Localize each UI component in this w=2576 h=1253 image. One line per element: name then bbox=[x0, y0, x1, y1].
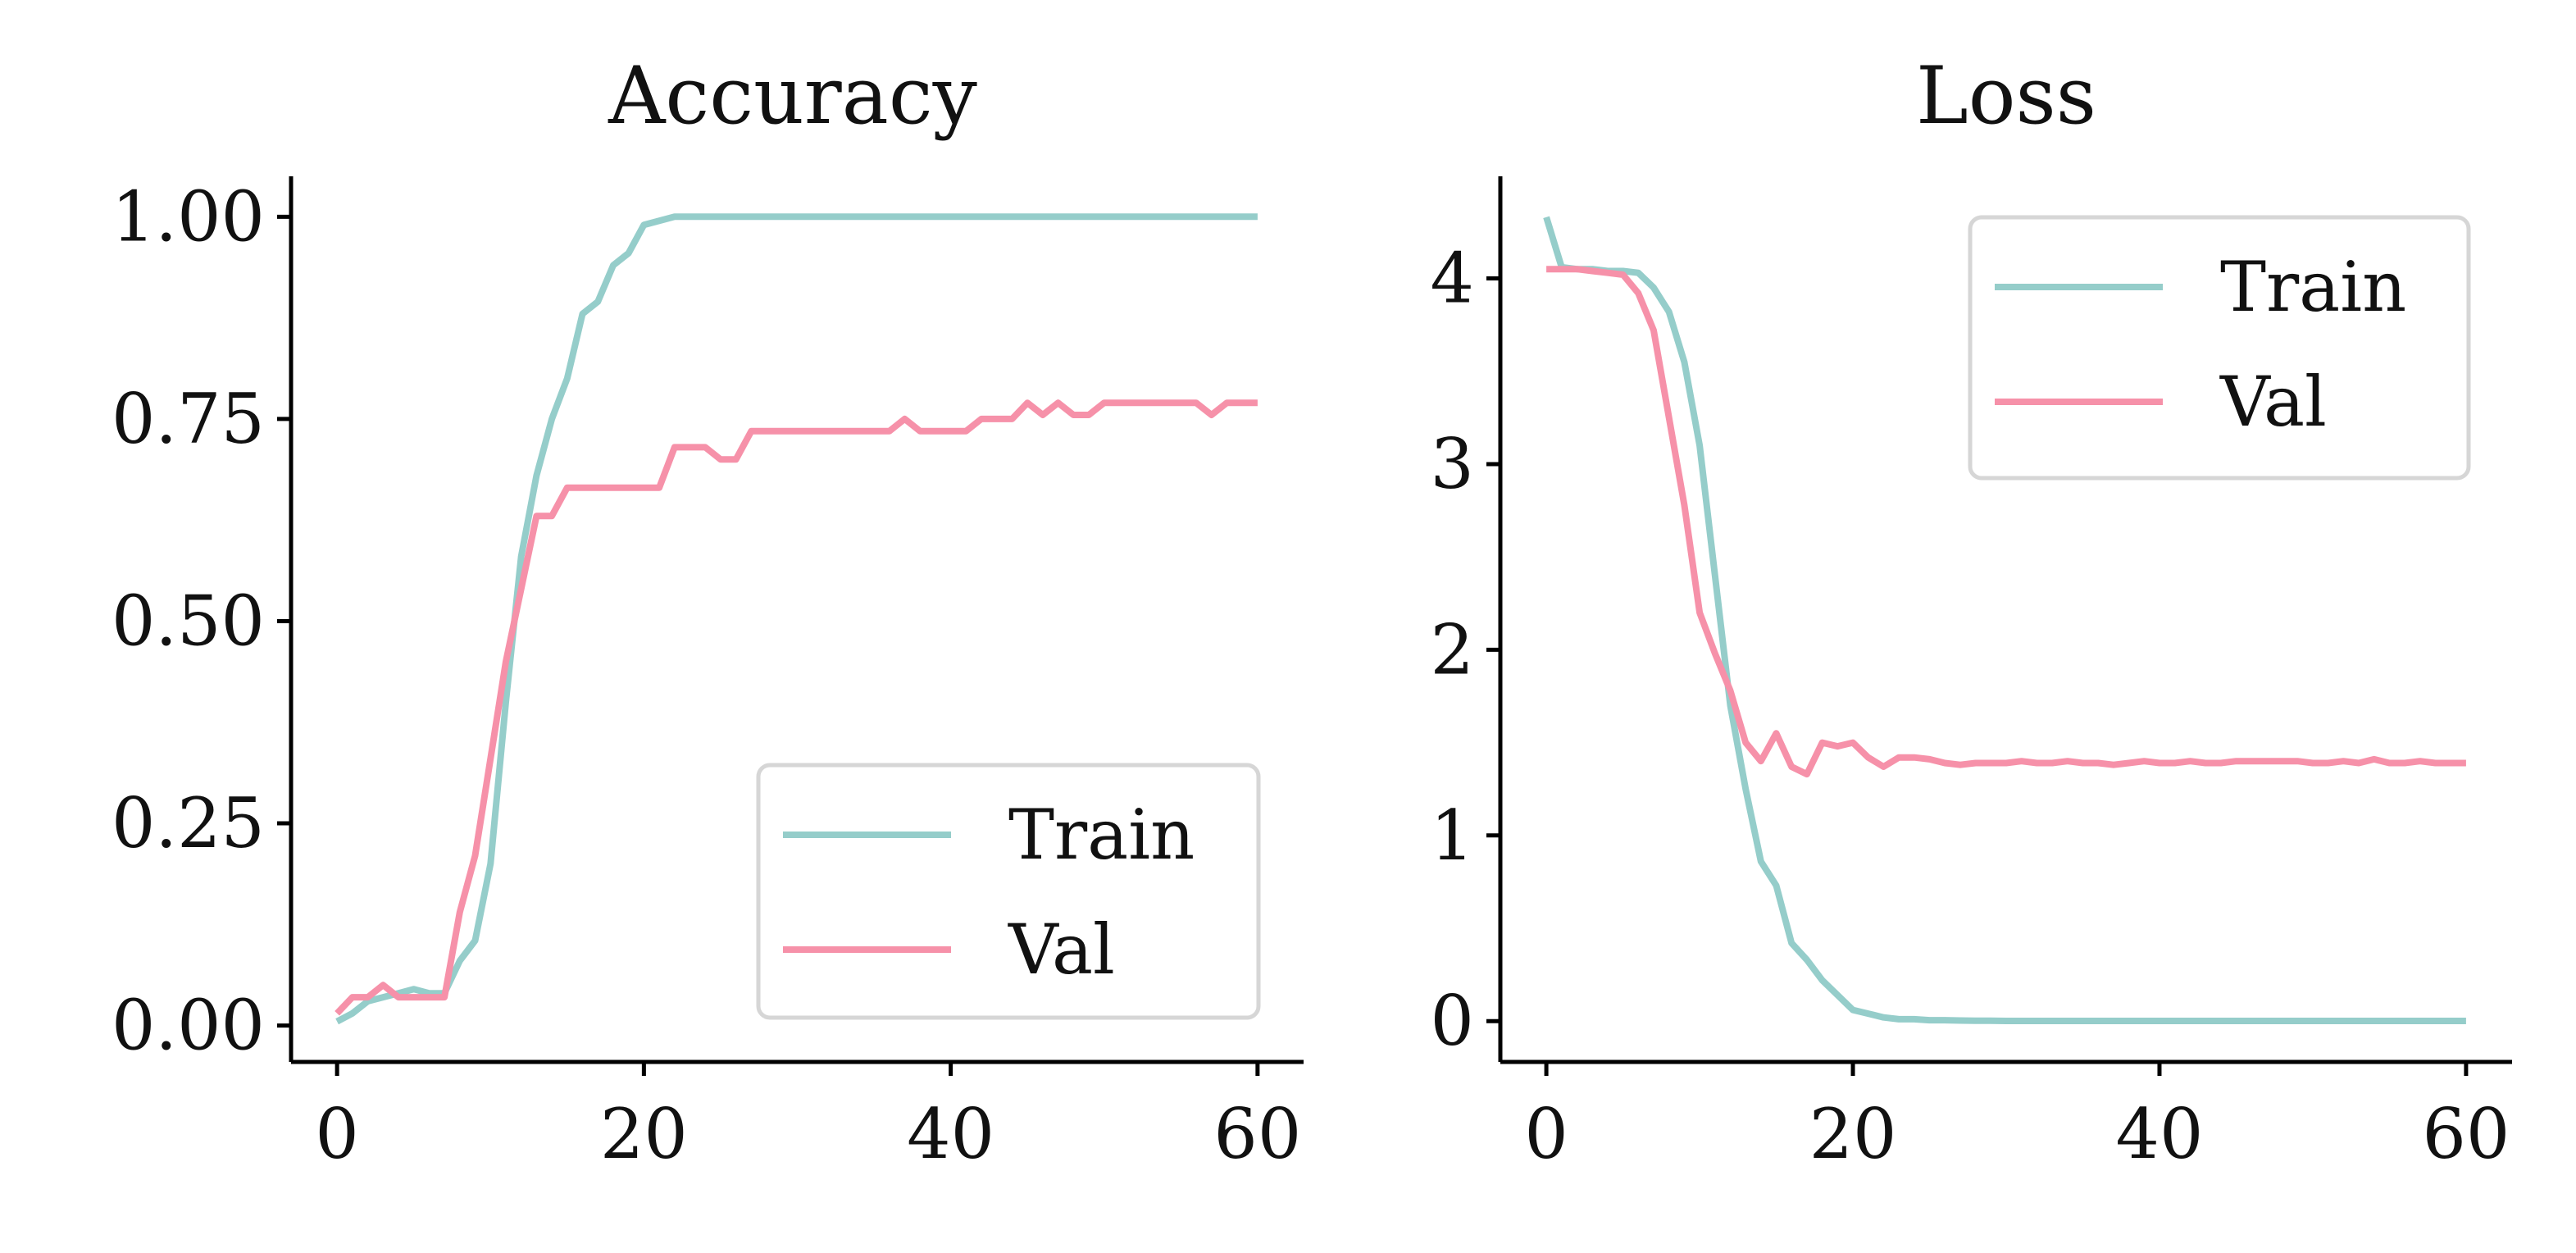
y-tick-label: 0.25 bbox=[112, 783, 265, 863]
x-tick-label: 60 bbox=[1213, 1094, 1301, 1174]
chart-title: Accuracy bbox=[608, 50, 977, 142]
y-tick-label: 0.75 bbox=[112, 379, 265, 459]
series-line-val bbox=[335, 399, 1258, 1016]
legend: Train Val bbox=[756, 763, 1261, 1020]
y-tick-label: 2 bbox=[1431, 609, 1474, 690]
y-tick-label: 0.50 bbox=[112, 581, 265, 661]
legend: Train Val bbox=[1968, 215, 2471, 481]
legend-label-val: Val bbox=[2219, 362, 2327, 442]
x-tick-label: 60 bbox=[2422, 1094, 2510, 1174]
legend-label-train: Train bbox=[2220, 247, 2406, 327]
x-tick-label: 0 bbox=[315, 1094, 358, 1174]
y-tick-label: 1 bbox=[1431, 795, 1474, 876]
x-tick-label: 40 bbox=[907, 1094, 994, 1174]
legend-frame bbox=[756, 763, 1261, 1020]
x-tick-label: 40 bbox=[2116, 1094, 2204, 1174]
y-tick-label: 0 bbox=[1431, 981, 1474, 1061]
series-line-train bbox=[335, 213, 1258, 1025]
x-tick-label: 0 bbox=[1524, 1094, 1568, 1174]
series-line-val bbox=[1546, 266, 2466, 778]
y-tick-label: 4 bbox=[1431, 239, 1474, 319]
y-tick-label: 3 bbox=[1431, 424, 1474, 504]
chart-title: Loss bbox=[1916, 50, 2096, 142]
chart-panel-1: Loss 0 20 40 60 0 1 2 3 4 Train Val bbox=[1431, 50, 2512, 1174]
legend-label-train: Train bbox=[1008, 795, 1195, 875]
x-tick-label: 20 bbox=[600, 1094, 688, 1174]
legend-frame bbox=[1968, 215, 2471, 481]
legend-label-val: Val bbox=[1008, 909, 1115, 990]
y-tick-label: 1.00 bbox=[112, 176, 265, 257]
y-tick-label: 0.00 bbox=[112, 986, 265, 1066]
series-line-train bbox=[1543, 216, 2466, 1024]
x-tick-label: 20 bbox=[1809, 1094, 1897, 1174]
chart-panel-0: Accuracy 0 20 40 60 0.00 0.25 0.50 0.75 1.00 Train… bbox=[112, 50, 1304, 1174]
